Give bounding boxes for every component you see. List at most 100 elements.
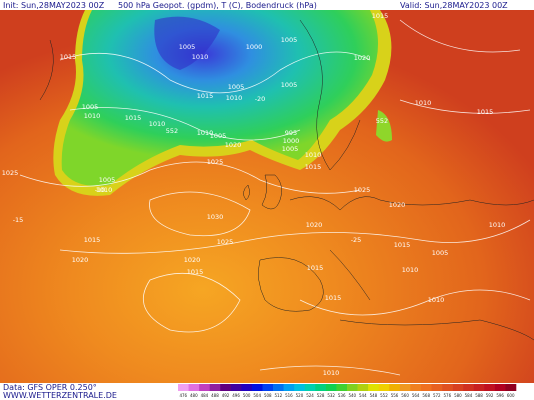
colorbar-swatch [494, 384, 506, 391]
colorbar-swatch [230, 384, 242, 391]
isobar-label: 1010 [192, 53, 209, 61]
colorbar-label: 600 [507, 393, 515, 398]
colorbar-label: 536 [338, 393, 346, 398]
isobar-label: 1015 [307, 264, 324, 272]
colorbar-label: 508 [264, 393, 272, 398]
isobar-label: 1025 [207, 158, 224, 166]
cold-pocket [376, 110, 392, 142]
isobar-label: 1010 [84, 112, 101, 120]
isobar-label: 1015 [477, 108, 494, 116]
colorbar-swatch [294, 384, 306, 391]
colorbar-swatch [188, 384, 200, 391]
isobar-label: 1015 [84, 236, 101, 244]
colorbar-swatch [178, 384, 189, 391]
isobar-label: 1020 [184, 256, 201, 264]
colorbar-swatch [473, 384, 485, 391]
isobar-label: 1010 [96, 186, 113, 194]
isobar-label: 1015 [60, 53, 77, 61]
isobar-label: 1010 [226, 94, 243, 102]
isobar-label: 1005 [432, 249, 449, 257]
colorbar-swatch [325, 384, 337, 391]
isobar-label: 1010 [305, 151, 322, 159]
colorbar-swatch [452, 384, 464, 391]
isobar-label: 1010 [489, 221, 506, 229]
colorbar-label: 476 [179, 393, 187, 398]
isobar-label: 552 [166, 127, 178, 135]
colorbar-label: 500 [243, 393, 251, 398]
map [0, 10, 534, 383]
isobar-label: 1015 [372, 12, 389, 20]
map-title: 500 hPa Geopot. (gpdm), T (C), Bodendruc… [118, 1, 317, 10]
colorbar-swatch [251, 384, 263, 391]
colorbar-swatch [368, 384, 379, 391]
coastlines [39, 19, 534, 341]
colorbar-label: 556 [391, 393, 399, 398]
isobar-label: 1005 [82, 103, 99, 111]
colorbar-label: 492 [222, 393, 230, 398]
valid-time: Valid: Sun,28MAY2023 00Z [400, 1, 508, 10]
colorbar-swatch [241, 384, 253, 391]
isobar-label: 1005 [281, 81, 298, 89]
isobar-label: 1005 [179, 43, 196, 51]
colorbar-label: 512 [275, 393, 283, 398]
colorbar-label: 552 [380, 393, 388, 398]
isobar-label: 1005 [228, 83, 245, 91]
isobar-label: 1015 [305, 163, 322, 171]
colorbar-label: 560 [401, 393, 409, 398]
isobar-label: 1020 [306, 221, 323, 229]
colorbar-swatch [199, 384, 210, 391]
isobar-label: 1005 [210, 132, 227, 140]
colorbar-label: 528 [317, 393, 325, 398]
isobar-label: 995 [285, 129, 297, 137]
isobar-label: 1025 [2, 169, 19, 177]
isobar-label: 1010 [415, 99, 432, 107]
colorbar-label: 592 [486, 393, 494, 398]
colorbar-label: 576 [444, 393, 452, 398]
isobar-label: 1010 [428, 296, 445, 304]
colorbar-label: 572 [433, 393, 441, 398]
isobar-label: 1020 [72, 256, 89, 264]
colorbar-swatch [283, 384, 295, 391]
colorbar-swatch [209, 384, 221, 391]
website: WWW.WETTERZENTRALE.DE [3, 391, 117, 400]
isobar-label: 1030 [207, 213, 224, 221]
isobar-label: 1020 [389, 201, 406, 209]
isobar-label: 1015 [125, 114, 142, 122]
colorbar-swatch [420, 384, 432, 391]
cold-zone [61, 10, 379, 186]
colorbar-swatch [315, 384, 327, 391]
data-source: Data: GFS OPER 0.250° [3, 383, 97, 392]
colorbar-label: 596 [496, 393, 504, 398]
colorbar-swatch [273, 384, 284, 391]
colorbar-swatch [304, 384, 316, 391]
colorbar-swatch [399, 384, 411, 391]
colorbar-label: 580 [454, 393, 462, 398]
colorbar-swatch [389, 384, 401, 391]
isobar-label: 1015 [325, 294, 342, 302]
isobar-label: -25 [351, 236, 362, 244]
isobar-label: 1005 [281, 36, 298, 44]
colorbar-swatch [262, 384, 274, 391]
colorbar-swatch [357, 384, 369, 391]
cold-core [154, 16, 220, 71]
colorbar-label: 532 [327, 393, 335, 398]
isobar-label: 1025 [354, 186, 371, 194]
colorbar-label: 516 [285, 393, 293, 398]
colorbar-label: 488 [211, 393, 219, 398]
isobar-label: 1000 [246, 43, 263, 51]
colorbar-label: 484 [201, 393, 209, 398]
isobar-label: 1025 [217, 238, 234, 246]
colorbar-swatch [347, 384, 358, 391]
colorbar-swatch [378, 384, 390, 391]
colorbar-label: 496 [232, 393, 240, 398]
isobar-label: 1015 [394, 241, 411, 249]
colorbar-label: 504 [253, 393, 261, 398]
colorbar-label: 568 [422, 393, 430, 398]
isobar-label: 1010 [197, 129, 214, 137]
colorbar-swatch [463, 384, 475, 391]
colorbar-swatch [505, 384, 517, 391]
isobars [19, 19, 531, 376]
colorbar-swatch [484, 384, 496, 391]
colorbar: 476 480 484 488 492 496 500 504 508 512 516 520 524 5… [178, 384, 517, 398]
isobar-labels: 1015100510101000100510201015101010151005… [2, 12, 506, 377]
